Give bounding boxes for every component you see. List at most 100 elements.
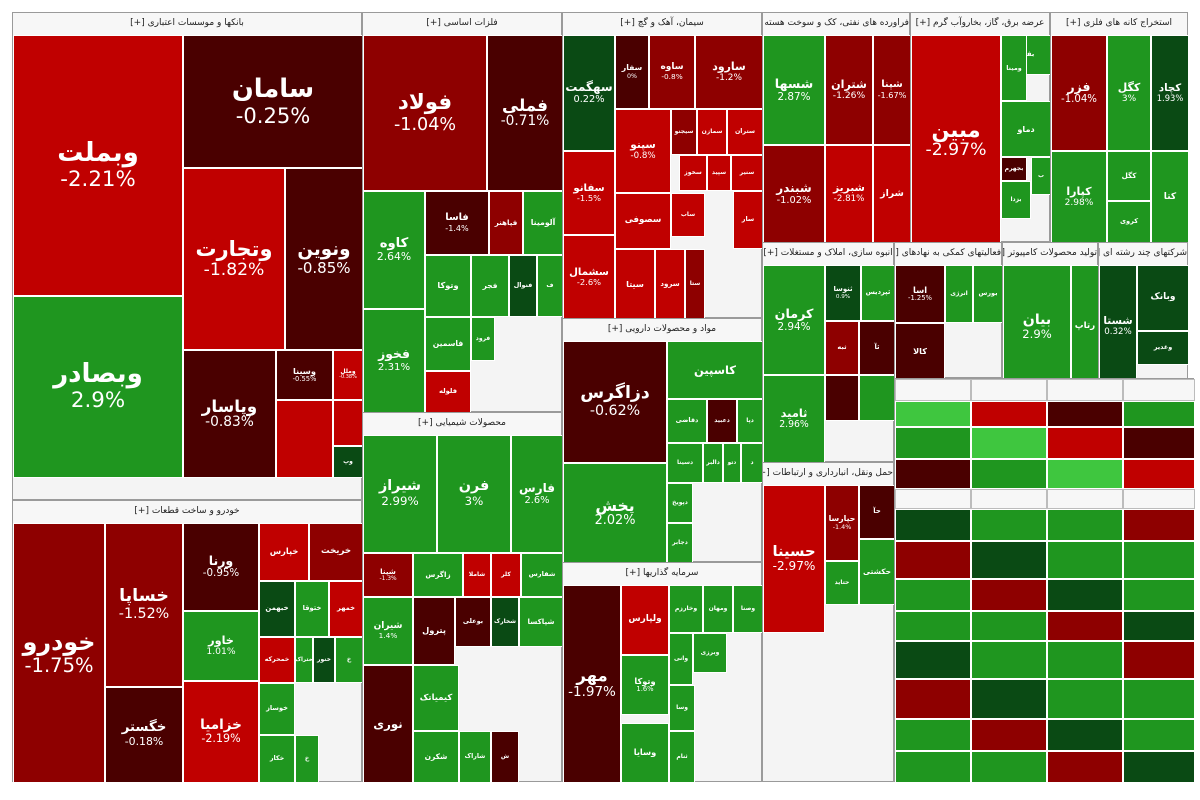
stock-tile[interactable]: سفانو -1.5% bbox=[563, 151, 615, 235]
stock-tile[interactable] bbox=[895, 751, 971, 783]
sector-header[interactable]: عرضه برق، گاز، بخاروآب گرم [+] bbox=[911, 13, 1049, 36]
stock-tile[interactable]: سامان -0.25% bbox=[183, 35, 363, 168]
stock-tile[interactable]: کاوه 2.64% bbox=[363, 191, 425, 309]
stock-tile[interactable]: وبصادر 2.9% bbox=[13, 296, 183, 478]
stock-tile[interactable]: حپارسا -1.4% bbox=[825, 485, 859, 561]
sector-header[interactable]: استخراج کانه های فلزی [+] bbox=[1051, 13, 1187, 36]
stock-tile[interactable]: زاگرس bbox=[413, 553, 463, 597]
stock-tile[interactable]: ف bbox=[537, 255, 563, 317]
stock-tile[interactable] bbox=[971, 751, 1047, 783]
stock-tile[interactable]: فارس 2.6% bbox=[511, 435, 563, 553]
stock-tile[interactable]: خ bbox=[335, 637, 363, 683]
stock-tile[interactable] bbox=[1047, 459, 1123, 489]
stock-tile[interactable]: وتجارت -1.82% bbox=[183, 168, 285, 350]
stock-tile[interactable] bbox=[859, 375, 895, 421]
stock-tile[interactable]: شپاکسا bbox=[519, 597, 563, 647]
stock-tile[interactable] bbox=[971, 459, 1047, 489]
stock-tile[interactable]: شیراز 2.99% bbox=[363, 435, 437, 553]
stock-tile[interactable]: وملل -0.38% bbox=[333, 350, 363, 400]
stock-tile[interactable]: سفار 0% bbox=[615, 35, 649, 109]
stock-tile[interactable] bbox=[1123, 611, 1195, 641]
stock-tile[interactable]: فخوز 2.31% bbox=[363, 309, 425, 413]
stock-tile[interactable] bbox=[1123, 509, 1195, 541]
stock-tile[interactable]: ستران bbox=[727, 109, 763, 155]
sector-header[interactable]: فراورده های نفتی، کک و سوخت هسته ای [+] bbox=[763, 13, 909, 36]
stock-tile[interactable]: بورس bbox=[973, 265, 1003, 323]
stock-tile[interactable]: د bbox=[741, 443, 763, 483]
stock-tile[interactable]: فنوال bbox=[509, 255, 537, 317]
stock-tile[interactable]: دقاضی bbox=[667, 399, 707, 443]
stock-tile[interactable]: وسینا -0.55% bbox=[276, 350, 333, 400]
stock-tile[interactable]: دماو bbox=[1001, 101, 1051, 157]
stock-tile[interactable]: وبرزی bbox=[693, 633, 727, 673]
stock-tile[interactable]: ثپردیس bbox=[861, 265, 895, 321]
stock-tile[interactable]: وصنا bbox=[733, 585, 763, 633]
stock-tile[interactable]: فولاد -1.04% bbox=[363, 35, 487, 191]
stock-tile[interactable]: مبین -2.97% bbox=[911, 35, 1001, 243]
stock-tile[interactable]: خودرو -1.75% bbox=[13, 523, 105, 783]
stock-tile[interactable] bbox=[895, 679, 971, 719]
stock-tile[interactable]: شتران -1.26% bbox=[825, 35, 873, 145]
stock-tile[interactable]: اسا -1.25% bbox=[895, 265, 945, 323]
stock-tile[interactable] bbox=[1047, 401, 1123, 427]
stock-tile[interactable]: شخارک bbox=[491, 597, 519, 647]
stock-tile[interactable]: ثآ bbox=[859, 321, 895, 375]
stock-tile[interactable]: ولپارس bbox=[621, 585, 669, 655]
stock-tile[interactable]: وبملت -2.21% bbox=[13, 35, 183, 296]
stock-tile[interactable] bbox=[971, 427, 1047, 459]
stock-tile[interactable]: بزدا bbox=[1001, 181, 1031, 219]
stock-tile[interactable]: شبریز -2.81% bbox=[825, 145, 873, 243]
stock-tile[interactable] bbox=[1123, 401, 1195, 427]
stock-tile[interactable] bbox=[1123, 541, 1195, 579]
sector-header[interactable]: تولید محصولات کامپیوتر [+] bbox=[1003, 243, 1097, 266]
stock-tile[interactable] bbox=[1123, 641, 1195, 679]
stock-tile[interactable]: کیمیاتک bbox=[413, 665, 459, 731]
stock-tile[interactable]: کچاد 1.93% bbox=[1151, 35, 1189, 151]
stock-tile[interactable] bbox=[1123, 679, 1195, 719]
stock-tile[interactable]: ختوقا bbox=[295, 581, 329, 637]
stock-tile[interactable]: دجابر bbox=[667, 523, 693, 563]
stock-tile[interactable] bbox=[1047, 541, 1123, 579]
stock-tile[interactable]: وانی bbox=[669, 633, 693, 685]
stock-tile[interactable]: سهگمت 0.22% bbox=[563, 35, 615, 151]
stock-tile[interactable]: سرود bbox=[655, 249, 685, 319]
stock-tile[interactable] bbox=[1123, 579, 1195, 611]
stock-tile[interactable]: خگستر -0.18% bbox=[105, 687, 183, 783]
stock-tile[interactable]: رتاپ bbox=[1071, 265, 1099, 389]
stock-tile[interactable]: ش bbox=[491, 731, 519, 783]
stock-tile[interactable]: سار bbox=[733, 191, 763, 249]
stock-tile[interactable] bbox=[1047, 427, 1123, 459]
stock-tile[interactable] bbox=[971, 401, 1047, 427]
stock-tile[interactable]: کاسپین bbox=[667, 341, 763, 399]
stock-tile[interactable]: شسها 2.87% bbox=[763, 35, 825, 145]
stock-tile[interactable]: دتو bbox=[723, 443, 741, 483]
stock-tile[interactable]: خوساز bbox=[259, 683, 295, 735]
stock-tile[interactable]: ختراک bbox=[295, 637, 313, 683]
stock-tile[interactable] bbox=[971, 489, 1047, 509]
stock-tile[interactable]: دپویخ bbox=[667, 483, 693, 523]
stock-tile[interactable]: کلر bbox=[491, 553, 521, 597]
stock-tile[interactable]: فاسمین bbox=[425, 317, 471, 371]
stock-tile[interactable]: فجر bbox=[471, 255, 509, 317]
stock-tile[interactable] bbox=[1047, 579, 1123, 611]
stock-tile[interactable]: شاراک bbox=[459, 731, 491, 783]
stock-tile[interactable]: وپاسار -0.83% bbox=[183, 350, 276, 478]
sector-header[interactable]: حمل ونقل، انبارداری و ارتباطات [+] bbox=[763, 463, 893, 486]
stock-tile[interactable] bbox=[1123, 379, 1195, 401]
stock-tile[interactable] bbox=[1047, 751, 1123, 783]
stock-tile[interactable] bbox=[895, 611, 971, 641]
stock-tile[interactable]: کگل 3% bbox=[1107, 35, 1151, 151]
stock-tile[interactable] bbox=[1047, 379, 1123, 401]
stock-tile[interactable] bbox=[1123, 459, 1195, 489]
stock-tile[interactable]: ثنام bbox=[669, 731, 695, 783]
sector-header[interactable]: فلزات اساسی [+] bbox=[363, 13, 561, 36]
stock-tile[interactable]: حسینا -2.97% bbox=[763, 485, 825, 633]
stock-tile[interactable]: خاور 1.01% bbox=[183, 611, 259, 681]
stock-tile[interactable] bbox=[1047, 641, 1123, 679]
stock-tile[interactable]: پترول bbox=[413, 597, 455, 665]
sector-header[interactable]: خودرو و ساخت قطعات [+] bbox=[13, 501, 361, 524]
stock-tile[interactable]: وسایا bbox=[621, 723, 669, 783]
stock-tile[interactable]: ثنوسا 0.9% bbox=[825, 265, 861, 321]
sector-header[interactable]: بانکها و موسسات اعتباری [+] bbox=[13, 13, 361, 36]
stock-tile[interactable]: وغدیر bbox=[1137, 331, 1189, 365]
